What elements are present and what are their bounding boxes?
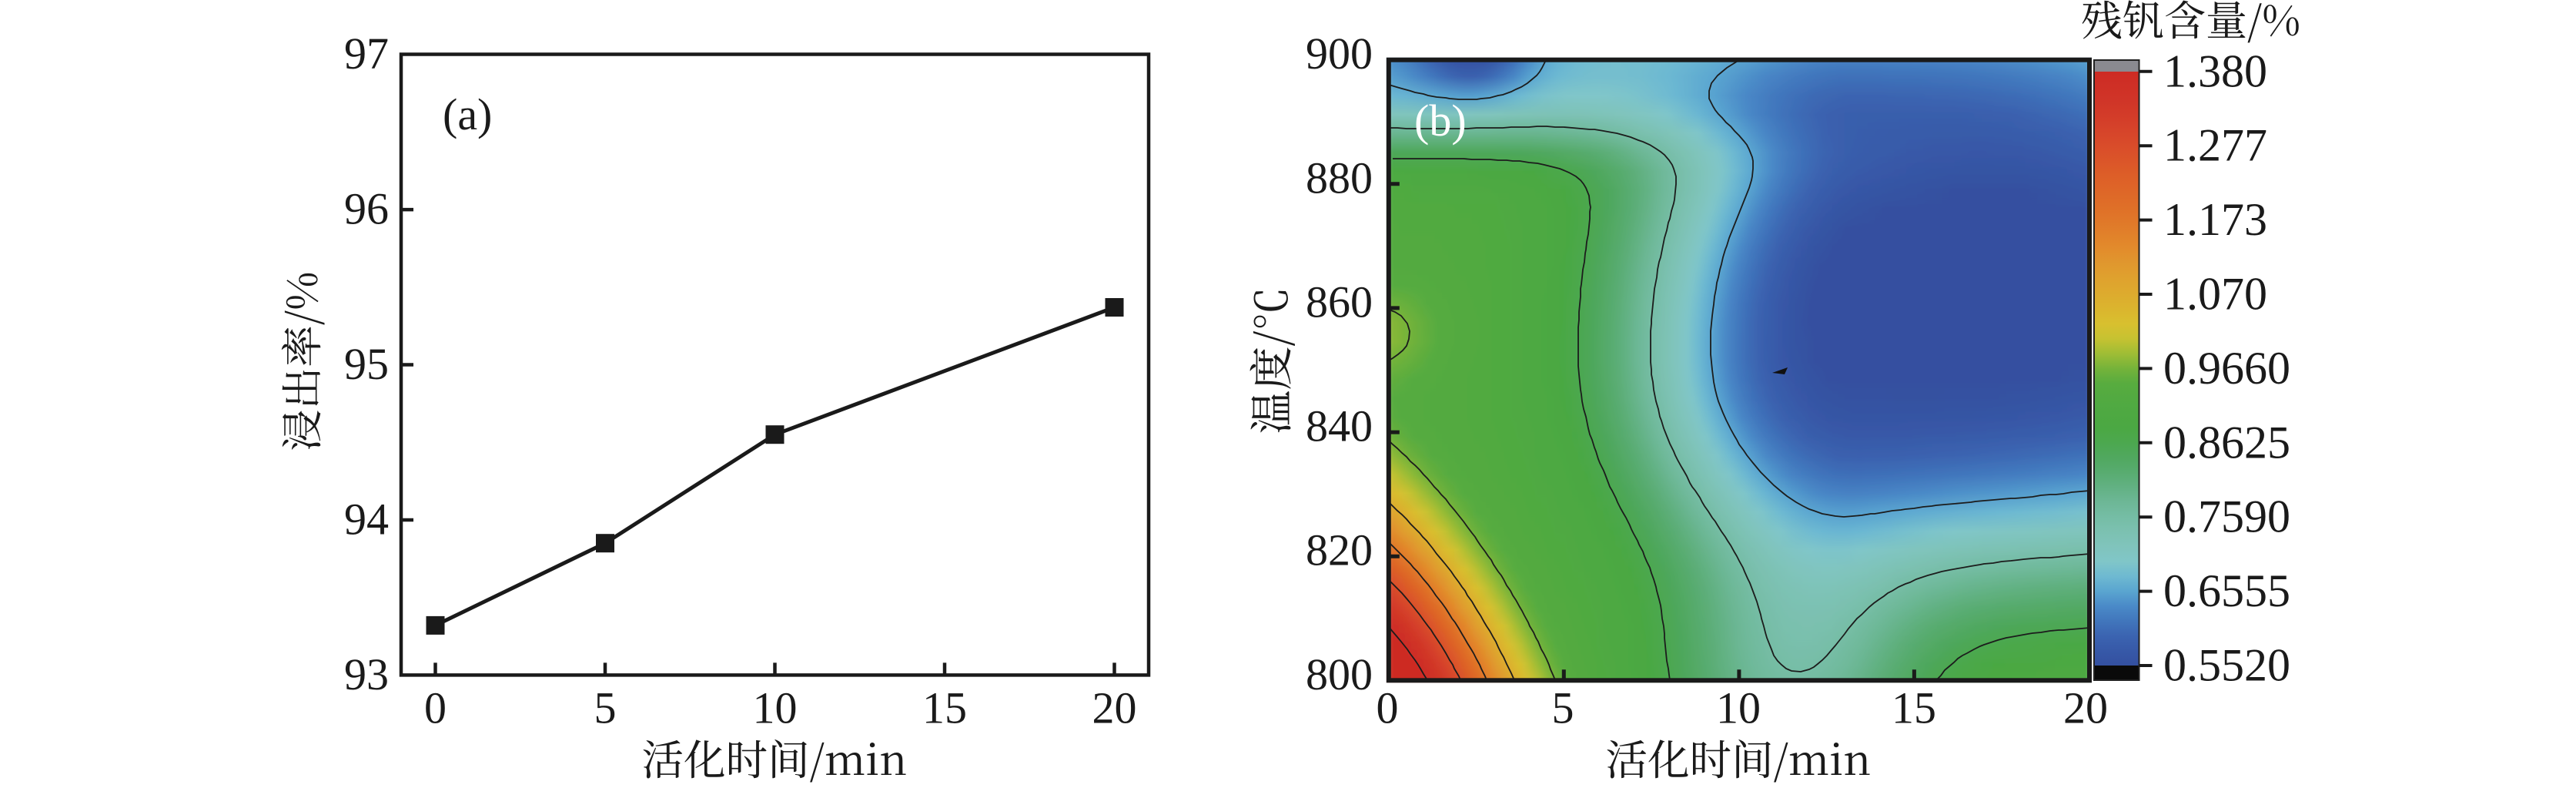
- svg-text:20: 20: [2063, 683, 2108, 733]
- svg-text:95: 95: [344, 339, 389, 389]
- svg-text:0: 0: [424, 683, 447, 733]
- svg-text:1.277: 1.277: [2163, 120, 2267, 171]
- svg-text:10: 10: [1716, 683, 1761, 733]
- svg-text:10: 10: [753, 683, 798, 733]
- svg-text:0.6555: 0.6555: [2163, 565, 2290, 616]
- svg-text:(a): (a): [443, 89, 492, 139]
- svg-text:880: 880: [1306, 153, 1373, 203]
- svg-text:1.070: 1.070: [2163, 269, 2267, 320]
- svg-text:1.173: 1.173: [2163, 194, 2267, 245]
- svg-text:0.9660: 0.9660: [2163, 343, 2290, 394]
- svg-text:840: 840: [1306, 401, 1373, 451]
- svg-text:820: 820: [1306, 525, 1373, 575]
- svg-text:94: 94: [344, 495, 389, 545]
- svg-text:860: 860: [1306, 277, 1373, 327]
- svg-text:5: 5: [1552, 683, 1574, 733]
- svg-text:15: 15: [922, 683, 967, 733]
- svg-text:97: 97: [344, 29, 389, 79]
- svg-text:1.380: 1.380: [2163, 45, 2267, 96]
- svg-text:96: 96: [344, 184, 389, 234]
- svg-text:0.5520: 0.5520: [2163, 640, 2290, 691]
- svg-text:15: 15: [1892, 683, 1936, 733]
- svg-text:0.7590: 0.7590: [2163, 491, 2290, 542]
- svg-text:(b): (b): [1414, 96, 1467, 146]
- svg-text:93: 93: [344, 649, 389, 699]
- svg-text:5: 5: [594, 683, 617, 733]
- svg-text:900: 900: [1306, 29, 1373, 79]
- svg-text:20: 20: [1092, 683, 1137, 733]
- svg-text:800: 800: [1306, 649, 1373, 699]
- svg-text:0.8625: 0.8625: [2163, 417, 2290, 468]
- svg-text:0: 0: [1377, 683, 1399, 733]
